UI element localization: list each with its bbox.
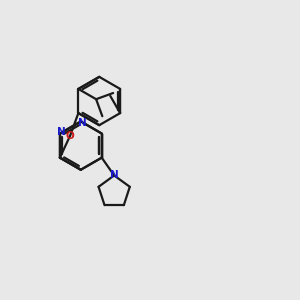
- Text: N: N: [57, 127, 66, 137]
- Text: N: N: [110, 170, 118, 181]
- Text: O: O: [66, 131, 74, 141]
- Text: N: N: [78, 118, 87, 128]
